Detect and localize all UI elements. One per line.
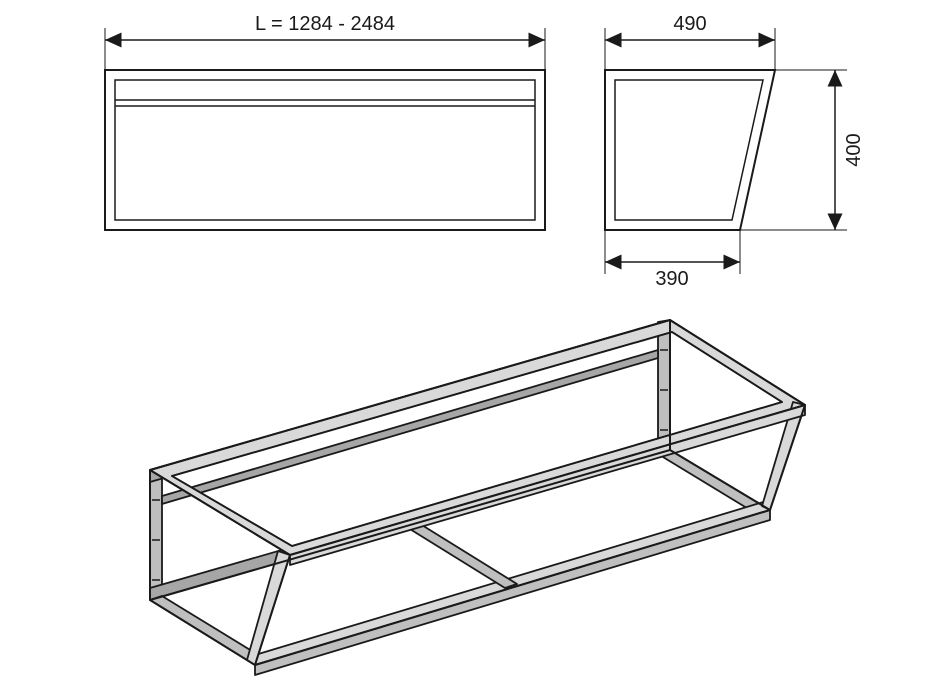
isometric-view <box>150 320 805 675</box>
dim-top-width-label: 490 <box>673 13 706 35</box>
dim-height: 400 <box>740 70 865 230</box>
dim-height-label: 400 <box>843 133 865 166</box>
dim-bottom-width: 390 <box>605 230 740 290</box>
side-view <box>605 70 775 230</box>
dim-length-label: L = 1284 - 2484 <box>255 13 395 35</box>
technical-drawing: L = 1284 - 2484 490 390 400 <box>0 0 928 686</box>
dim-top-width: 490 <box>605 13 775 70</box>
dim-length: L = 1284 - 2484 <box>105 13 545 70</box>
dim-bottom-width-label: 390 <box>655 268 688 290</box>
front-view <box>105 70 545 230</box>
